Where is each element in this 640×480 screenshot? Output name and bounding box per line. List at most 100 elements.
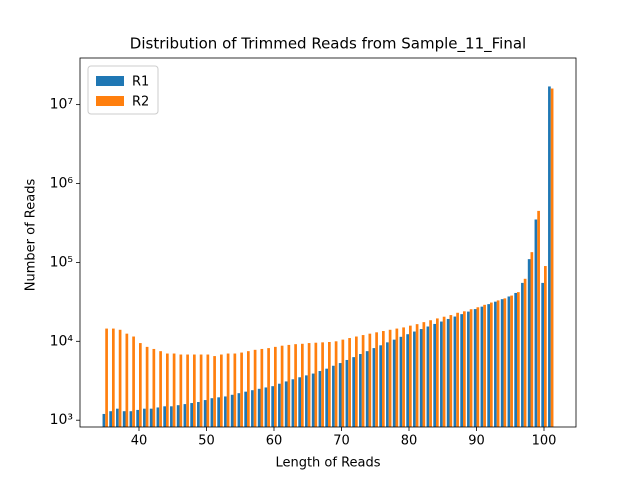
bar <box>510 295 513 427</box>
bar <box>138 343 142 427</box>
bar <box>467 311 470 427</box>
bar <box>453 316 457 427</box>
x-tick-label: 70 <box>333 434 350 449</box>
bar <box>224 396 227 427</box>
bar <box>244 391 247 427</box>
bar <box>197 402 200 427</box>
bar <box>483 304 486 427</box>
bar <box>213 356 216 427</box>
bar <box>294 344 297 427</box>
y-tick-label: 10³ <box>50 412 73 428</box>
bar <box>332 365 335 427</box>
x-axis-label: Length of Reads <box>275 456 380 471</box>
bar <box>436 318 439 427</box>
bar <box>550 88 554 427</box>
y-tick-label: 10⁵ <box>50 254 73 270</box>
bar <box>359 354 362 427</box>
bar <box>523 278 527 427</box>
bar <box>348 338 351 427</box>
plot-frame <box>79 57 577 428</box>
bar <box>165 353 169 427</box>
bar <box>480 306 484 427</box>
bar <box>402 327 405 427</box>
x-tick-label: 40 <box>131 434 148 449</box>
bar <box>496 300 500 427</box>
x-tick-label: 60 <box>266 434 283 449</box>
bar <box>251 390 254 427</box>
legend-swatch <box>96 76 124 86</box>
bar <box>473 309 477 427</box>
bar <box>325 368 328 427</box>
bar <box>230 394 234 427</box>
bar <box>206 354 210 427</box>
bar <box>102 413 106 427</box>
bar <box>271 386 274 427</box>
bar <box>537 210 540 427</box>
bar <box>122 411 126 427</box>
bar <box>291 379 295 427</box>
bar <box>521 282 524 427</box>
bar <box>240 352 243 427</box>
bar <box>463 311 466 427</box>
bar <box>487 304 491 427</box>
bar <box>365 351 369 427</box>
bar <box>422 322 426 427</box>
legend-swatch <box>96 96 124 106</box>
bar <box>368 333 372 427</box>
bar <box>440 321 443 427</box>
bar <box>406 334 410 427</box>
bar <box>494 301 497 427</box>
bar <box>334 341 338 427</box>
bar <box>163 406 166 427</box>
bar <box>338 363 342 427</box>
bar <box>321 342 324 427</box>
bar <box>203 400 207 427</box>
bar <box>152 348 156 427</box>
bar <box>548 86 551 427</box>
bar <box>260 348 264 427</box>
bar <box>176 405 180 427</box>
bar <box>132 336 135 427</box>
x-tick-label: 50 <box>198 434 215 449</box>
bar <box>129 411 133 427</box>
bar <box>318 371 322 427</box>
bar <box>399 336 403 427</box>
bar <box>446 318 450 427</box>
bar <box>267 348 270 427</box>
bar <box>287 344 291 427</box>
bar <box>382 331 385 427</box>
bar <box>429 320 432 427</box>
bar <box>179 354 183 427</box>
bar <box>186 354 189 427</box>
bar <box>233 353 237 427</box>
bar <box>372 348 376 427</box>
bar <box>490 302 493 427</box>
bar <box>280 345 284 427</box>
bar <box>307 343 311 427</box>
bar <box>469 309 473 427</box>
bar <box>415 324 419 427</box>
bar <box>170 406 173 427</box>
bar <box>264 387 268 427</box>
bar <box>278 383 281 427</box>
bar <box>118 329 122 427</box>
bar <box>392 339 396 427</box>
bar <box>237 393 241 427</box>
bar <box>456 312 459 427</box>
bar <box>345 359 349 427</box>
bar <box>217 397 220 427</box>
bar <box>476 307 480 427</box>
bar <box>305 375 308 427</box>
bar <box>517 292 520 427</box>
bar <box>460 314 464 427</box>
bar <box>183 404 187 427</box>
bar <box>352 357 356 427</box>
bar <box>199 354 203 427</box>
x-tick-label: 100 <box>532 434 557 449</box>
y-axis-label: Number of Reads <box>24 179 39 292</box>
bar <box>210 398 214 427</box>
bar <box>105 328 108 427</box>
bar <box>527 259 531 427</box>
bar <box>541 282 545 427</box>
